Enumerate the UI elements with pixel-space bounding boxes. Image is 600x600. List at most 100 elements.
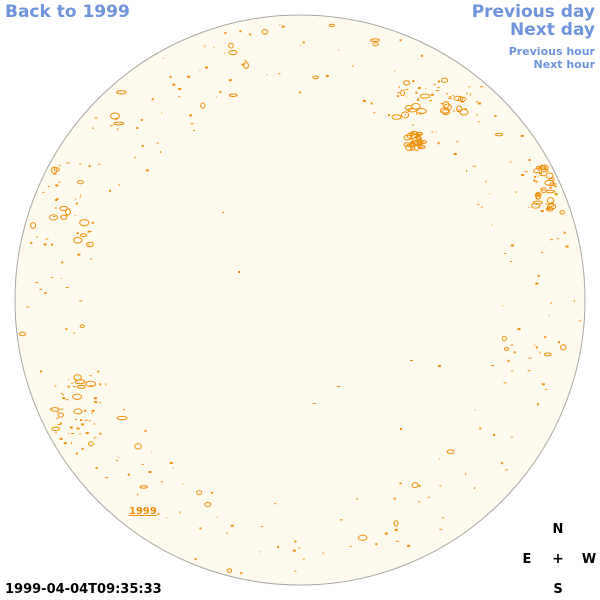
contour-mark [515, 191, 517, 194]
contour-mark [86, 241, 94, 248]
contour-mark [393, 520, 399, 527]
contour-mark [417, 135, 420, 137]
contour-mark [60, 392, 63, 394]
contour-mark [511, 370, 514, 372]
contour-mark [156, 142, 159, 144]
contour-mark [313, 403, 316, 404]
contour-mark [542, 175, 546, 177]
contour-mark [339, 519, 343, 521]
contour-mark [510, 261, 513, 263]
contour-mark [393, 497, 396, 500]
contour-mark [215, 96, 217, 98]
contour-mark [55, 199, 58, 202]
contour-mark [503, 347, 510, 351]
contour-mark [292, 549, 296, 552]
contour-mark [249, 33, 252, 36]
contour-mark [59, 437, 63, 440]
contour-mark [302, 558, 305, 560]
contour-mark [30, 222, 37, 229]
contour-mark [75, 202, 78, 205]
contour-mark [322, 552, 324, 555]
previous-hour-link[interactable]: Previous hour [508, 45, 595, 58]
contour-mark [460, 98, 462, 101]
contour-mark [161, 112, 163, 114]
contour-mark [145, 169, 149, 172]
previous-day-link[interactable]: Previous day [471, 2, 595, 22]
contour-mark [418, 501, 421, 503]
contour-mark [528, 159, 531, 162]
contour-mark [466, 169, 468, 172]
contour-mark [325, 74, 329, 77]
contour-mark [433, 84, 436, 86]
contour-mark [440, 77, 449, 84]
next-day-link[interactable]: Next day [510, 20, 595, 40]
contour-mark [551, 201, 554, 203]
contour-mark [91, 409, 95, 412]
contour-mark [230, 524, 234, 527]
contour-mark [18, 331, 27, 337]
contour-mark [228, 79, 232, 82]
contour-mark [42, 191, 45, 193]
contour-mark [549, 186, 552, 189]
contour-mark [79, 432, 81, 435]
contour-mark [54, 207, 57, 209]
contour-mark [490, 364, 494, 366]
contour-mark [79, 233, 88, 238]
contour-mark [419, 113, 423, 115]
contour-mark [299, 91, 302, 94]
contour-mark [513, 351, 516, 354]
contour-mark [243, 60, 247, 62]
contour-mark [75, 198, 77, 200]
contour-mark [65, 328, 68, 331]
compass-east: E [522, 552, 532, 567]
contour-mark [554, 185, 557, 188]
contour-mark [226, 532, 229, 534]
contour-mark [211, 491, 214, 494]
contour-mark [312, 75, 319, 80]
contour-mark [418, 87, 422, 90]
contour-mark [548, 314, 550, 316]
contour-mark [479, 427, 482, 430]
contour-mark [136, 126, 139, 129]
contour-mark [178, 96, 181, 98]
next-hour-link[interactable]: Next hour [533, 58, 596, 71]
contour-mark [98, 163, 101, 165]
contour-mark [410, 136, 413, 139]
contour-mark [127, 473, 130, 476]
contour-mark [539, 351, 541, 354]
year-map-link[interactable]: 1999 [129, 506, 157, 517]
contour-mark [89, 375, 92, 377]
contour-mark [74, 214, 76, 216]
contour-mark [400, 428, 402, 430]
sun-disc [14, 14, 586, 586]
contour-mark [510, 244, 514, 247]
contour-mark [169, 461, 173, 464]
contour-mark [418, 484, 421, 487]
contour-mark [65, 399, 69, 401]
contour-mark [535, 346, 538, 349]
contour-mark [546, 203, 557, 210]
contour-mark [419, 111, 421, 113]
contour-mark [527, 370, 531, 372]
contour-mark [534, 344, 536, 346]
contour-mark [228, 93, 238, 98]
contour-mark [400, 89, 406, 97]
contour-mark [399, 482, 402, 485]
contour-mark [216, 516, 218, 518]
contour-mark [505, 469, 509, 471]
contour-mark [545, 388, 548, 390]
contour-mark [565, 245, 569, 248]
contour-mark [494, 114, 497, 117]
contour-mark [76, 384, 86, 389]
contour-mark [405, 143, 413, 151]
contour-mark [373, 112, 376, 114]
back-to-year-link[interactable]: Back to 1999 [5, 2, 130, 22]
contour-mark [541, 189, 545, 191]
contour-mark [419, 141, 422, 144]
contour-mark [241, 63, 245, 66]
contour-mark [73, 408, 83, 415]
contour-mark [239, 30, 242, 33]
contour-mark [395, 540, 399, 542]
contour-mark [535, 193, 541, 200]
contour-mark [190, 123, 194, 125]
